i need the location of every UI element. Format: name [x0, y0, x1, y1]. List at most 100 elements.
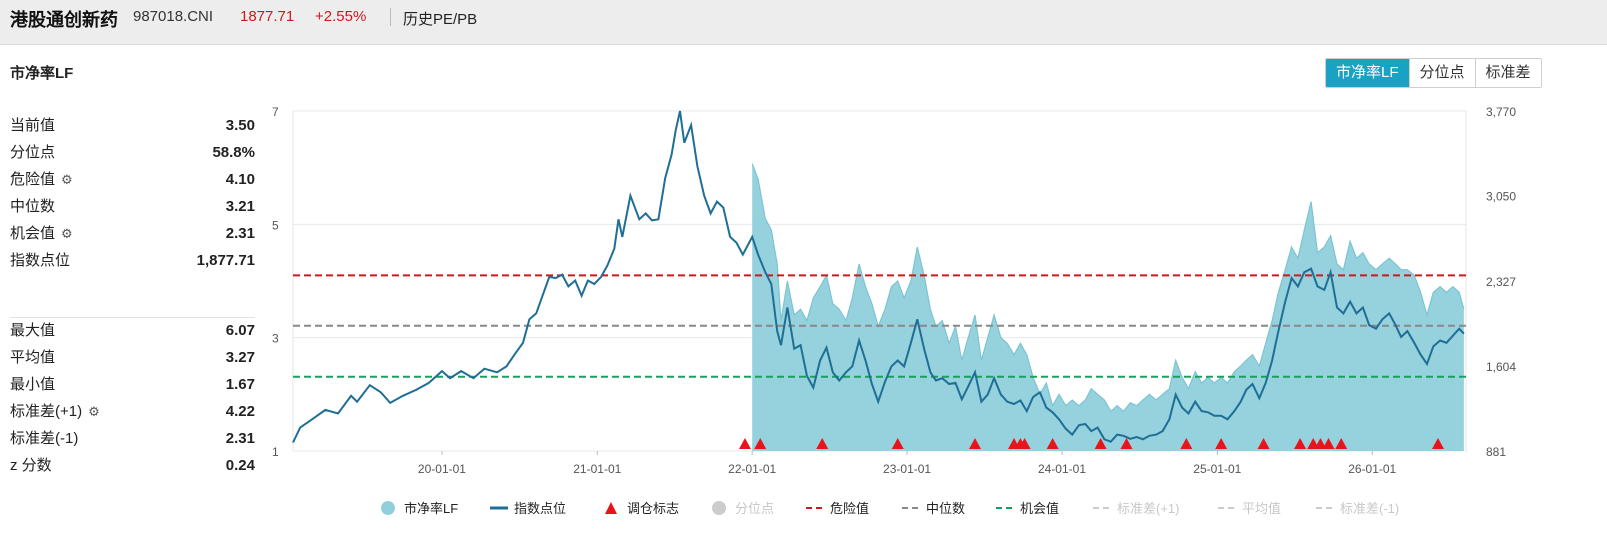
- y-left-tick-label: 5: [272, 218, 279, 232]
- stat-label: z 分数: [10, 457, 52, 474]
- rebalance-marker: [1094, 438, 1107, 449]
- rebalance-marker: [968, 438, 981, 449]
- legend-item[interactable]: 指数点位: [490, 501, 566, 516]
- x-tick-label: 26-01-01: [1348, 462, 1396, 476]
- stats-divider: [10, 317, 255, 318]
- stat-label: 分位点: [10, 144, 56, 161]
- stat-row: 平均值 3.27: [10, 344, 255, 371]
- stat-value: 3.21: [225, 198, 255, 215]
- percentile-button[interactable]: 分位点: [1408, 59, 1475, 87]
- stat-value: 1.67: [225, 376, 255, 393]
- index-change: +2.55%: [315, 8, 367, 25]
- metric-button-group: 市净率LF 分位点 标准差: [1325, 58, 1542, 88]
- stat-label: 指数点位: [10, 252, 71, 269]
- tab-history-pe-pb[interactable]: 历史PE/PB: [403, 11, 478, 28]
- stat-row: 最大值 6.07: [10, 317, 255, 344]
- y-left-tick-label: 1: [272, 445, 279, 459]
- legend-item[interactable]: 调仓标志: [605, 501, 679, 516]
- rebalance-marker: [816, 438, 829, 449]
- stats-panel-bottom: 最大值 6.07 平均值 3.27 最小值 1.67 标准差(+1) ⚙ 4.22 标准差(-1)…: [10, 317, 255, 479]
- rebalance-marker: [1046, 438, 1059, 449]
- legend-label: 指数点位: [514, 501, 566, 516]
- rebalance-marker: [1180, 438, 1193, 449]
- stat-label: 机会值 ⚙: [10, 220, 73, 247]
- pb-area: [752, 163, 1464, 451]
- stat-value: 6.07: [225, 322, 255, 339]
- chart-title: 市净率LF: [10, 65, 74, 82]
- legend-item[interactable]: 危险值: [806, 501, 869, 516]
- stat-label: 当前值: [10, 117, 56, 134]
- rebalance-marker: [1018, 438, 1031, 449]
- legend-symbol: [381, 501, 395, 515]
- y-left-tick-label: 7: [272, 105, 279, 119]
- stat-value: 4.10: [225, 171, 255, 188]
- stat-label: 危险值 ⚙: [10, 166, 73, 193]
- stat-value: 2.31: [225, 430, 255, 447]
- legend-label: 标准差(-1): [1340, 501, 1399, 516]
- stat-row: 标准差(-1) 2.31: [10, 425, 255, 452]
- y-right-tick-label: 3,050: [1486, 190, 1516, 204]
- stat-value: 4.22: [225, 403, 255, 420]
- stat-row: z 分数 0.24: [10, 452, 255, 479]
- pb-line: [751, 163, 1465, 413]
- gear-icon[interactable]: ⚙: [61, 226, 73, 241]
- y-right-tick-label: 2,327: [1486, 275, 1516, 289]
- legend-label: 市净率LF: [404, 501, 458, 516]
- header-bar: 港股通创新药 987018.CNI 1877.71 +2.55% 历史PE/PB: [0, 0, 1607, 45]
- gear-icon[interactable]: ⚙: [61, 172, 73, 187]
- legend-label: 平均值: [1242, 501, 1281, 516]
- stat-row: 危险值 ⚙ 4.10: [10, 166, 255, 193]
- legend-item[interactable]: 平均值: [1218, 501, 1281, 516]
- rebalance-marker: [891, 438, 904, 449]
- legend-label: 标准差(+1): [1117, 501, 1179, 516]
- x-tick-label: 24-01-01: [1038, 462, 1086, 476]
- x-tick-label: 22-01-01: [728, 462, 776, 476]
- stat-value: 3.27: [225, 349, 255, 366]
- y-right-tick-label: 881: [1486, 445, 1506, 459]
- index-name: 港股通创新药: [10, 10, 118, 30]
- stat-value: 2.31: [225, 225, 255, 242]
- x-tick-label: 23-01-01: [883, 462, 931, 476]
- std-dev-button[interactable]: 标准差: [1474, 59, 1541, 87]
- y-right-tick-label: 3,770: [1486, 105, 1516, 119]
- legend-item[interactable]: 分位点: [712, 501, 774, 516]
- rebalance-marker: [754, 438, 767, 449]
- rebalance-marker: [1431, 438, 1444, 449]
- stat-value: 1,877.71: [196, 252, 255, 269]
- index-code: 987018.CNI: [133, 8, 214, 25]
- stat-label: 标准差(+1) ⚙: [10, 398, 100, 425]
- legend-item[interactable]: 机会值: [996, 501, 1059, 516]
- stat-row: 最小值 1.67: [10, 371, 255, 398]
- index-line: [292, 110, 1465, 443]
- x-tick-label: 25-01-01: [1193, 462, 1241, 476]
- rebalance-marker: [1314, 438, 1327, 449]
- legend-item[interactable]: 标准差(-1): [1316, 501, 1399, 516]
- stat-label: 标准差(-1): [10, 430, 79, 447]
- legend-item[interactable]: 中位数: [902, 501, 965, 516]
- legend-item[interactable]: 标准差(+1): [1093, 501, 1179, 516]
- legend-label: 分位点: [735, 501, 774, 516]
- legend-item[interactable]: 市净率LF: [381, 501, 458, 516]
- stat-value: 3.50: [225, 117, 255, 134]
- rebalance-marker: [1120, 438, 1133, 449]
- y-right-tick-label: 1,604: [1486, 360, 1516, 374]
- stat-label: 最大值: [10, 322, 56, 339]
- stat-row: 标准差(+1) ⚙ 4.22: [10, 398, 255, 425]
- pb-button[interactable]: 市净率LF: [1326, 59, 1409, 87]
- stat-row: 当前值 3.50: [10, 112, 255, 139]
- header-divider: [390, 8, 391, 26]
- stat-label: 最小值: [10, 376, 56, 393]
- stat-row: 机会值 ⚙ 2.31: [10, 220, 255, 247]
- stat-value: 0.24: [225, 457, 255, 474]
- rebalance-marker: [1294, 438, 1307, 449]
- gear-icon[interactable]: ⚙: [88, 404, 100, 419]
- legend-symbol: [712, 501, 726, 515]
- legend-label: 危险值: [830, 501, 869, 516]
- stat-row: 指数点位 1,877.71: [10, 247, 255, 274]
- rebalance-marker: [1322, 438, 1335, 449]
- legend-symbol: [605, 502, 617, 514]
- index-price: 1877.71: [240, 8, 295, 25]
- x-tick-label: 21-01-01: [573, 462, 621, 476]
- x-tick-label: 20-01-01: [418, 462, 466, 476]
